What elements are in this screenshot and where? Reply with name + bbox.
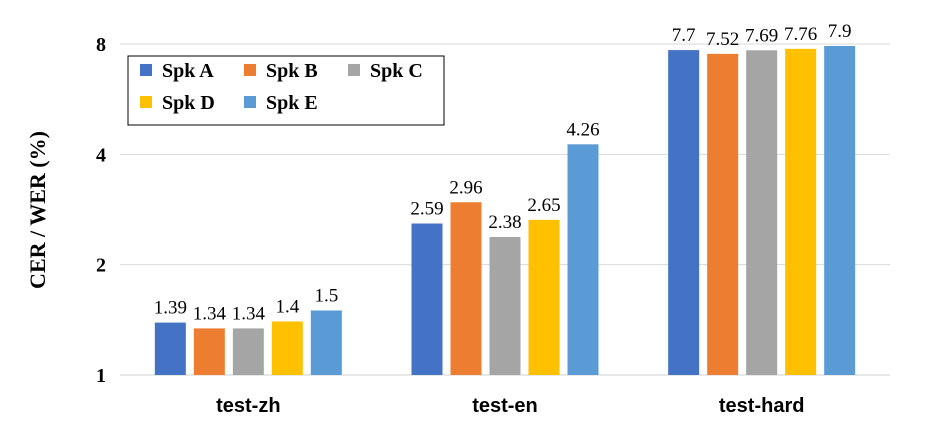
category-labels: test-zh test-en test-hard	[216, 395, 804, 417]
y-axis-label: CER / WER (%)	[25, 131, 50, 289]
y-tick-label: 8	[96, 34, 106, 56]
legend-swatch	[348, 64, 360, 76]
y-tick-label: 2	[96, 255, 106, 277]
bar-spk-d-test-hard	[785, 48, 817, 375]
data-label: 2.59	[410, 199, 443, 220]
bar-spk-b-test-en	[450, 202, 482, 375]
y-tick-label: 1	[96, 365, 106, 387]
data-label: 7.76	[784, 24, 817, 45]
data-label: 1.34	[232, 303, 266, 324]
bar-spk-d-test-zh	[271, 321, 303, 375]
bars	[154, 46, 856, 376]
data-label: 2.96	[449, 177, 482, 198]
data-label: 1.4	[275, 296, 299, 317]
data-label: 2.38	[488, 212, 521, 233]
legend-entry: Spk A	[162, 60, 214, 82]
data-label: 7.52	[706, 29, 739, 50]
data-label: 1.34	[193, 303, 227, 324]
legend: Spk A Spk B Spk C Spk D Spk E	[127, 55, 445, 126]
bar-spk-a-test-hard	[668, 50, 700, 375]
data-labels: 1.39 1.34 1.34 1.4 1.5 2.59 2.96 2.38 2.65 4.26 7.…	[154, 21, 852, 324]
legend-entry: Spk E	[266, 92, 318, 114]
legend-swatch	[140, 96, 152, 108]
x-tick-label: test-zh	[216, 395, 280, 417]
x-tick-label: test-hard	[719, 395, 805, 417]
legend-swatch	[244, 96, 256, 108]
data-label: 7.7	[672, 25, 696, 46]
bar-spk-a-test-zh	[154, 322, 186, 375]
bar-spk-c-test-zh	[232, 328, 264, 375]
bar-spk-e-test-hard	[824, 46, 856, 375]
bar-spk-b-test-hard	[707, 53, 739, 376]
legend-entry: Spk D	[162, 92, 215, 114]
data-label: 2.65	[527, 195, 560, 216]
legend-entry: Spk C	[370, 60, 423, 82]
bar-spk-d-test-en	[528, 219, 560, 375]
bar-spk-c-test-en	[489, 236, 521, 375]
y-tick-label: 4	[96, 144, 106, 166]
legend-swatch	[140, 64, 152, 76]
bar-spk-a-test-en	[411, 223, 443, 375]
data-label: 4.26	[566, 119, 599, 140]
bar-spk-e-test-zh	[310, 310, 342, 375]
data-label: 7.69	[745, 25, 778, 46]
x-tick-label: test-en	[472, 395, 538, 417]
data-label: 1.5	[314, 285, 338, 306]
data-label: 7.9	[828, 21, 852, 42]
legend-swatch	[244, 64, 256, 76]
bar-spk-b-test-zh	[193, 328, 225, 375]
legend-box	[127, 55, 445, 126]
data-label: 1.39	[154, 298, 187, 319]
legend-entry: Spk B	[266, 60, 318, 82]
bar-spk-e-test-en	[567, 144, 599, 375]
bar-spk-c-test-hard	[746, 50, 778, 376]
y-axis-ticks: 1 2 4 8	[96, 34, 106, 387]
